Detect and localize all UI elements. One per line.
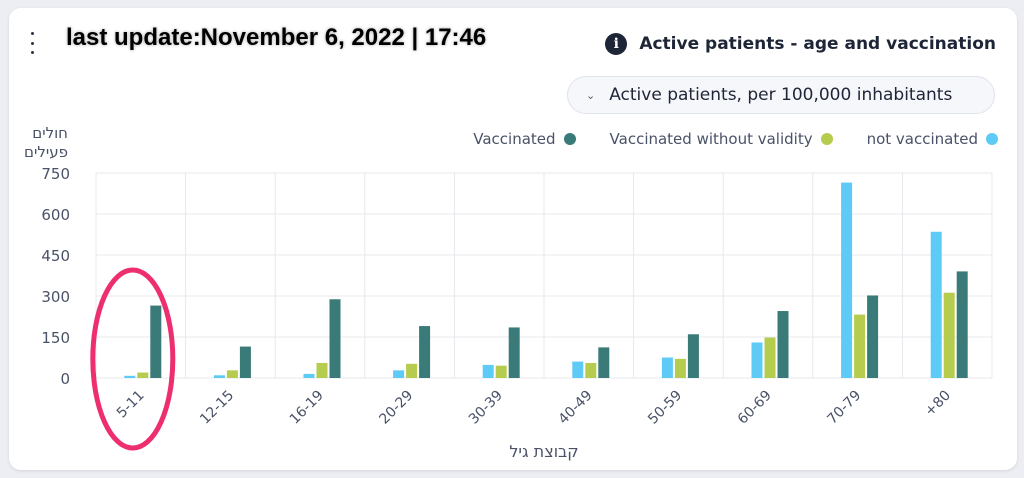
legend-item-not-vaccinated[interactable]: not vaccinated [867,130,998,148]
highlight-circle [90,267,176,451]
bar-not-vaccinated [393,370,405,378]
x-tick-label: 16-19 [287,388,327,428]
y-tick-label: 600 [41,206,70,224]
card-header: i Active patients - age and vaccination [605,33,996,55]
bar-vaccinated-without-validity [674,358,686,378]
x-tick-label: 30-39 [466,388,506,428]
x-tick-label: 60-69 [735,388,775,428]
bar-vaccinated [687,334,699,378]
bar-vaccinated-without-validity [943,292,955,378]
chart-legend: Vaccinated Vaccinated without validity n… [473,130,998,148]
x-tick-label: 40-49 [556,388,596,428]
x-tick-label: 5-11 [114,388,148,422]
legend-label-not-vaccinated: not vaccinated [866,130,978,148]
info-icon[interactable]: i [605,33,628,55]
bar-vaccinated [419,326,431,378]
y-tick-label: 450 [41,247,70,265]
y-tick-label: 0 [60,370,70,388]
x-tick-label: +80 [922,388,954,420]
legend-item-vaccinated-without-validity[interactable]: Vaccinated without validity [610,130,833,148]
bar-not-vaccinated [930,231,942,378]
bar-not-vaccinated [661,357,673,378]
kebab-dot [30,32,34,35]
x-tick-label: 70-79 [824,388,864,428]
kebab-menu-icon[interactable] [28,32,36,54]
bar-vaccinated-without-validity [854,314,866,378]
y-axis-label: פעילים [24,143,68,161]
metric-dropdown-label: Active patients, per 100,000 inhabitants [609,85,953,105]
bar-vaccinated-without-validity [226,370,238,378]
bar-vaccinated-without-validity [495,365,507,378]
y-tick-label: 150 [41,329,70,347]
bar-vaccinated-without-validity [137,372,149,378]
legend-label-vaccinated-without-validity: Vaccinated without validity [609,130,813,148]
bar-not-vaccinated [482,364,494,378]
x-tick-label: 20-29 [376,388,416,428]
legend-dot-not-vaccinated [986,133,998,145]
legend-dot-vaccinated-without-validity [820,133,833,145]
bar-vaccinated-without-validity [316,362,328,378]
bar-vaccinated [956,271,968,378]
bar-vaccinated [598,347,610,378]
bar-vaccinated-without-validity [406,363,418,378]
legend-label-vaccinated: Vaccinated [473,130,556,148]
kebab-dot [30,41,34,45]
x-axis-label: קבוצת גיל [509,442,578,461]
metric-dropdown[interactable]: ⌄ Active patients, per 100,000 inhabitan… [567,76,995,114]
chevron-down-icon: ⌄ [586,88,596,102]
bar-not-vaccinated [124,375,136,378]
legend-item-vaccinated[interactable]: Vaccinated [473,130,576,148]
bar-vaccinated-without-validity [585,362,597,378]
bar-not-vaccinated [841,182,853,378]
bar-not-vaccinated [751,342,763,378]
bar-vaccinated [508,327,520,378]
bar-not-vaccinated [572,361,584,378]
kebab-dot [30,51,34,54]
y-tick-label: 750 [41,165,70,183]
last-update-label: last update:November 6, 2022 | 17:46 [66,24,487,51]
bar-not-vaccinated [303,373,315,378]
y-axis-label: חולים [32,124,68,142]
y-tick-label: 300 [41,288,70,306]
bar-vaccinated-without-validity [764,337,776,378]
bar-vaccinated [239,346,251,378]
bar-not-vaccinated [213,375,225,378]
x-tick-label: 50-59 [645,388,685,428]
bar-vaccinated [150,305,162,378]
card-title: Active patients - age and vaccination [639,34,996,54]
bar-vaccinated [777,311,789,378]
legend-dot-vaccinated [563,133,576,145]
x-tick-label: 12-15 [197,388,237,428]
bar-vaccinated [867,295,879,378]
bar-vaccinated [329,299,341,378]
